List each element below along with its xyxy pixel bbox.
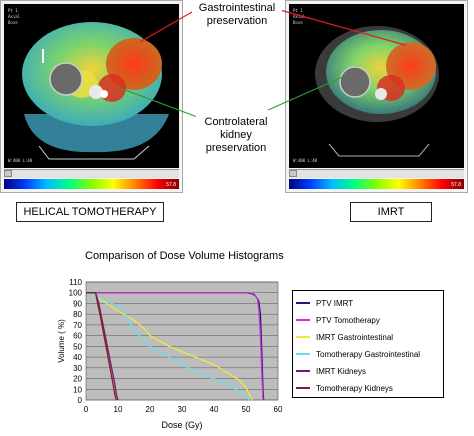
svg-text:W:400 L:40: W:400 L:40	[8, 158, 33, 163]
legend-item: PTV Tomotherapy	[296, 312, 380, 328]
y-tick-label: 0	[78, 396, 83, 405]
legend-item: IMRT Gastrointestinal	[296, 329, 393, 345]
legend-label: IMRT Kidneys	[316, 366, 366, 376]
x-tick-label: 30	[178, 405, 187, 414]
series-lines	[85, 292, 265, 401]
plot-area	[85, 281, 279, 401]
chart-legend: PTV IMRT PTV Tomotherapy IMRT Gastrointest…	[292, 290, 444, 398]
y-axis-label: Volume ( %)	[57, 319, 66, 363]
legend-label: Tomotherapy Kidneys	[316, 383, 393, 393]
kidney-preservation-label: Controlateral kidney preservation	[196, 116, 276, 155]
x-tick-label: 20	[146, 405, 155, 414]
y-tick-label: 60	[73, 332, 82, 341]
svg-text:Axial: Axial	[293, 14, 306, 19]
ct-image-right: Pt 1 Axial Dose W:400 L:40	[289, 4, 464, 168]
x-tick-label: 10	[114, 405, 123, 414]
series-line-imrt-gastrointestinal	[85, 292, 253, 401]
y-tick-label: 30	[73, 364, 82, 373]
x-axis-label: Dose (Gy)	[161, 420, 202, 430]
legend-swatch	[296, 370, 310, 372]
x-tick-label: 40	[210, 405, 219, 414]
helical-tomotherapy-label: HELICAL TOMOTHERAPY	[16, 202, 164, 222]
annotation-arrows	[119, 9, 406, 119]
chart-title: Comparison of Dose Volume Histograms	[85, 250, 284, 262]
y-tick-label: 110	[69, 278, 82, 287]
gi-label-line1: Gastrointestinal	[198, 2, 276, 14]
gi-label-line2: preservation	[206, 15, 268, 27]
y-tick-label: 40	[73, 353, 82, 362]
slice-slider-right[interactable]	[289, 169, 464, 178]
x-tick-label: 0	[84, 405, 89, 414]
gi-arrow-left	[139, 11, 193, 43]
y-tick-label: 80	[73, 310, 82, 319]
legend-item: IMRT Kidneys	[296, 363, 366, 379]
kidney-arrow-right	[267, 75, 346, 111]
slice-slider-left[interactable]	[4, 169, 179, 178]
y-tick-label: 20	[73, 375, 82, 384]
legend-label: Tomotherapy Gastrointestinal	[316, 349, 421, 359]
dose-colorbar-left	[4, 179, 179, 189]
slider-thumb[interactable]	[4, 170, 12, 177]
svg-text:Pt 1: Pt 1	[8, 8, 18, 13]
y-tick-label: 100	[69, 289, 83, 298]
gi-preservation-label: Gastrointestinal preservation	[192, 2, 282, 28]
imrt-label: IMRT	[350, 202, 432, 222]
y-tick-label: 90	[73, 299, 82, 308]
ct-image-left: Pt 1 Axial Dose W:400 L:40	[4, 4, 179, 168]
colorbar-max-right: 57.8	[451, 182, 461, 188]
svg-text:Pt 1: Pt 1	[293, 8, 303, 13]
series-line-tomotherapy-gastrointestinal	[85, 292, 250, 401]
series-line-ptv-tomotherapy	[86, 292, 264, 401]
legend-swatch	[296, 387, 310, 389]
legend-item: PTV IMRT	[296, 295, 353, 311]
kidney-arrow-left	[119, 87, 201, 119]
legend-swatch	[296, 353, 310, 355]
gi-arrow-right	[279, 9, 406, 46]
kidney-label-line1: Controlateral	[204, 116, 268, 128]
legend-swatch	[296, 336, 310, 338]
legend-swatch	[296, 319, 310, 321]
legend-label: PTV Tomotherapy	[316, 315, 380, 325]
kidney-label-line2: kidney	[220, 129, 252, 141]
svg-text:Dose: Dose	[293, 20, 303, 25]
ct-viewer-left: Pt 1 Axial Dose W:400 L:40 57.8	[0, 0, 183, 193]
x-tick-label: 50	[242, 405, 251, 414]
legend-label: IMRT Gastrointestinal	[316, 332, 394, 342]
svg-text:Axial: Axial	[8, 14, 21, 19]
ct-viewer-right: Pt 1 Axial Dose W:400 L:40 57.8	[285, 0, 468, 193]
legend-label: PTV IMRT	[316, 298, 354, 308]
legend-swatch	[296, 302, 310, 304]
series-line-tomotherapy-kidneys	[86, 292, 118, 401]
dose-colorbar-right	[289, 179, 464, 189]
legend-item: Tomotherapy Kidneys	[296, 380, 393, 396]
legend-item: Tomotherapy Gastrointestinal	[296, 346, 420, 362]
svg-text:W:400 L:40: W:400 L:40	[293, 158, 318, 163]
colorbar-max-left: 57.8	[166, 182, 176, 188]
y-tick-label: 50	[73, 342, 82, 351]
x-tick-label: 60	[274, 405, 283, 414]
y-tick-label: 70	[73, 321, 82, 330]
kidney-label-line3: preservation	[205, 142, 267, 154]
slider-thumb[interactable]	[289, 170, 297, 177]
y-tick-label: 10	[73, 385, 82, 394]
svg-text:Dose: Dose	[8, 20, 18, 25]
